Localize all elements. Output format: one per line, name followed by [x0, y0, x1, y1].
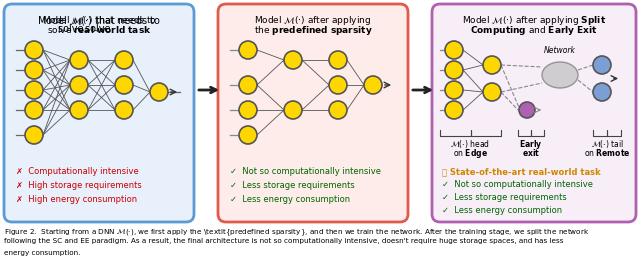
Circle shape — [483, 56, 501, 74]
Circle shape — [445, 101, 463, 119]
Text: 🏆 State-of-the-art real-world task: 🏆 State-of-the-art real-world task — [442, 167, 600, 176]
Text: ✓  Not so computationally intensive: ✓ Not so computationally intensive — [230, 167, 381, 176]
Circle shape — [115, 101, 133, 119]
Circle shape — [284, 101, 302, 119]
Text: ✗  High storage requirements: ✗ High storage requirements — [16, 181, 141, 190]
Text: ✓  Less storage requirements: ✓ Less storage requirements — [230, 181, 355, 190]
Text: the $\mathbf{predefined\ sparsity}$: the $\mathbf{predefined\ sparsity}$ — [253, 24, 372, 37]
Circle shape — [239, 76, 257, 94]
Ellipse shape — [542, 62, 578, 88]
Circle shape — [239, 126, 257, 144]
Text: ✗  High energy consumption: ✗ High energy consumption — [16, 195, 137, 204]
Text: Network: Network — [544, 46, 576, 55]
Circle shape — [70, 76, 88, 94]
Text: ✓  Not so computationally intensive: ✓ Not so computationally intensive — [442, 180, 593, 189]
Text: solve $\mathbf{real}$-$\mathbf{world}$ $\mathbf{task}$: solve $\mathbf{real}$-$\mathbf{world}$ $… — [47, 24, 151, 35]
Circle shape — [70, 51, 88, 69]
Text: Model $\mathcal{M}(\cdot)$ that needs to: Model $\mathcal{M}(\cdot)$ that needs to — [37, 14, 161, 27]
Circle shape — [329, 51, 347, 69]
Text: on $\mathbf{Remote}$: on $\mathbf{Remote}$ — [584, 147, 630, 158]
Circle shape — [483, 83, 501, 101]
Text: Model $\mathcal{M}(\cdot)$ after applying $\mathbf{Split}$: Model $\mathcal{M}(\cdot)$ after applyin… — [462, 14, 606, 27]
Circle shape — [445, 61, 463, 79]
FancyBboxPatch shape — [432, 4, 636, 222]
Text: Model $\mathcal{M}(\cdot)$ after applying: Model $\mathcal{M}(\cdot)$ after applyin… — [254, 14, 372, 27]
Text: ✓  Less energy consumption: ✓ Less energy consumption — [230, 195, 350, 204]
Text: Model $\mathcal{M}(\cdot)$ that needs to: Model $\mathcal{M}(\cdot)$ that needs to — [42, 14, 156, 26]
Circle shape — [239, 101, 257, 119]
Text: Figure 2.  Starting from a DNN $\mathcal{M}(\cdot)$, we first apply the \textit{: Figure 2. Starting from a DNN $\mathcal{… — [4, 226, 589, 238]
Circle shape — [364, 76, 382, 94]
Circle shape — [329, 76, 347, 94]
Circle shape — [593, 56, 611, 74]
Circle shape — [25, 81, 43, 99]
Circle shape — [445, 81, 463, 99]
Text: $\mathbf{Early}$: $\mathbf{Early}$ — [519, 138, 543, 151]
Text: following the SC and EE paradigm. As a result, the final architecture is not so : following the SC and EE paradigm. As a r… — [4, 238, 563, 244]
Circle shape — [25, 61, 43, 79]
Circle shape — [25, 41, 43, 59]
Circle shape — [115, 51, 133, 69]
Text: energy consumption.: energy consumption. — [4, 250, 81, 256]
Text: ✗  Computationally intensive: ✗ Computationally intensive — [16, 167, 139, 176]
Circle shape — [445, 41, 463, 59]
Text: ✓  Less energy consumption: ✓ Less energy consumption — [442, 206, 562, 215]
Text: ✓  Less storage requirements: ✓ Less storage requirements — [442, 193, 567, 202]
Text: $\mathbf{exit}$: $\mathbf{exit}$ — [522, 147, 540, 158]
Text: $\mathbf{Computing}$ and $\mathbf{Early\ Exit}$: $\mathbf{Computing}$ and $\mathbf{Early\… — [470, 24, 598, 37]
Text: solve: solve — [84, 24, 113, 34]
Circle shape — [25, 101, 43, 119]
Circle shape — [593, 83, 611, 101]
FancyBboxPatch shape — [218, 4, 408, 222]
Circle shape — [115, 76, 133, 94]
Text: solve: solve — [58, 24, 87, 34]
Text: on $\mathbf{Edge}$: on $\mathbf{Edge}$ — [453, 147, 488, 160]
Circle shape — [25, 126, 43, 144]
Circle shape — [284, 51, 302, 69]
Circle shape — [239, 41, 257, 59]
Circle shape — [70, 101, 88, 119]
Text: $\mathcal{M}(\cdot)$ head: $\mathcal{M}(\cdot)$ head — [451, 138, 490, 150]
Circle shape — [150, 83, 168, 101]
Text: $\mathcal{M}(\cdot)$ tail: $\mathcal{M}(\cdot)$ tail — [591, 138, 623, 150]
Circle shape — [329, 101, 347, 119]
FancyBboxPatch shape — [4, 4, 194, 222]
Circle shape — [519, 102, 535, 118]
